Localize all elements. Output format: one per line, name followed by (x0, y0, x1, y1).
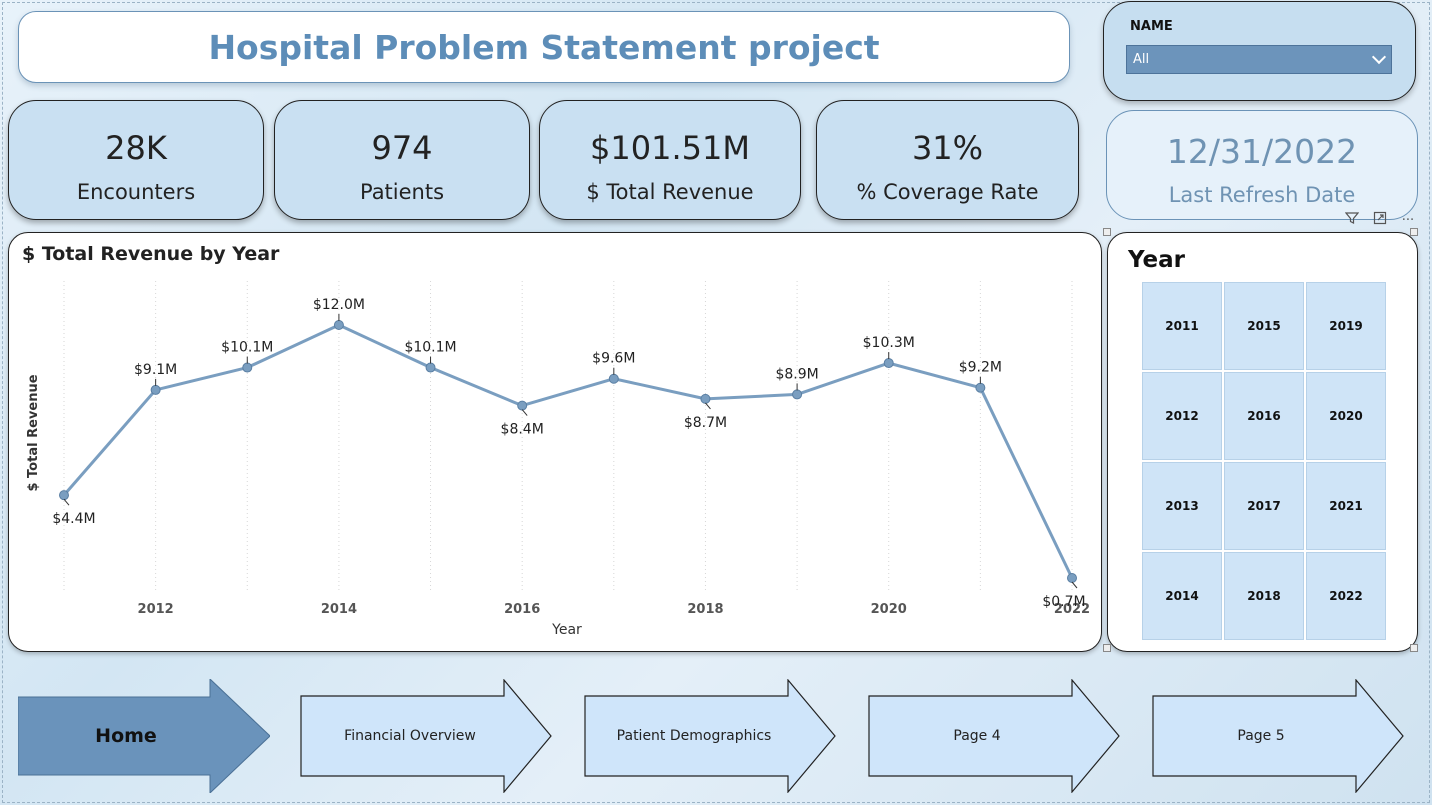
year-tile-2013[interactable]: 2013 (1142, 462, 1222, 550)
kpi-label: % Coverage Rate (856, 180, 1039, 204)
year-tile-2022[interactable]: 2022 (1306, 552, 1386, 640)
chevron-down-icon (1373, 54, 1385, 66)
nav-label: Page 5 (1237, 728, 1285, 744)
data-point-2022 (1067, 573, 1077, 583)
x-tick-label: 2016 (504, 602, 540, 617)
data-label-2021: $9.2M (959, 360, 1002, 376)
kpi-encounters: 28K Encounters (8, 100, 264, 220)
kpi-coverage-rate: 31% % Coverage Rate (816, 100, 1079, 220)
year-tile-2016[interactable]: 2016 (1224, 372, 1304, 460)
nav-label: Patient Demographics (616, 728, 772, 744)
data-label-leader (521, 409, 528, 416)
resize-handle[interactable] (1103, 644, 1111, 652)
data-point-2017 (608, 373, 619, 384)
nav-page-5-button[interactable]: Page 5 (1152, 679, 1404, 793)
data-label-2017: $9.6M (592, 351, 635, 367)
focus-mode-icon[interactable] (1370, 211, 1390, 229)
data-point-2014 (333, 320, 344, 330)
data-label-2011: $4.4M (52, 511, 95, 527)
nav-home-button[interactable]: Home (18, 679, 270, 793)
x-tick-label: 2018 (687, 602, 723, 617)
resize-handle[interactable] (1410, 644, 1418, 652)
year-tile-2014[interactable]: 2014 (1142, 552, 1222, 640)
name-dropdown[interactable]: All (1126, 45, 1392, 74)
x-tick-label: 2020 (871, 602, 907, 617)
nav-financial-overview-button[interactable]: Financial Overview (300, 679, 552, 793)
nav-page-4-button[interactable]: Page 4 (868, 679, 1120, 793)
year-tile-2015[interactable]: 2015 (1224, 282, 1304, 370)
nav-label: Financial Overview (344, 728, 476, 744)
data-point-2012 (150, 384, 161, 395)
data-point-2019 (792, 389, 803, 400)
name-slicer: NAME All (1103, 1, 1416, 101)
data-point-2016 (517, 400, 528, 411)
chart-title: $ Total Revenue by Year (22, 243, 280, 265)
data-label-leader (63, 498, 70, 506)
data-label-leader (1071, 581, 1078, 589)
year-slicer-title: Year (1128, 247, 1186, 273)
refresh-label: Last Refresh Date (1168, 183, 1356, 207)
year-tile-2017[interactable]: 2017 (1224, 462, 1304, 550)
year-tile-2020[interactable]: 2020 (1306, 372, 1386, 460)
kpi-label: $ Total Revenue (586, 180, 754, 204)
kpi-value: 31% (911, 129, 984, 167)
resize-handle[interactable] (1103, 228, 1111, 236)
year-tile-2021[interactable]: 2021 (1306, 462, 1386, 550)
year-tile-2012[interactable]: 2012 (1142, 372, 1222, 460)
refresh-date: 12/31/2022 (1166, 132, 1358, 171)
nav-label: Page 4 (953, 728, 1001, 744)
year-tile-2019[interactable]: 2019 (1306, 282, 1386, 370)
data-label-2013: $10.1M (221, 340, 273, 356)
data-label-2016: $8.4M (501, 422, 544, 438)
nav-label: Home (95, 725, 157, 747)
kpi-label: Encounters (76, 180, 196, 204)
x-axis-title: Year (551, 622, 582, 638)
revenue-series-line (62, 323, 1074, 579)
kpi-value: 28K (105, 129, 167, 167)
data-point-2013 (242, 362, 253, 373)
x-tick-label: 2014 (321, 602, 357, 617)
resize-handle[interactable] (1410, 228, 1418, 236)
name-dropdown-value: All (1133, 52, 1150, 67)
data-point-2020 (883, 358, 894, 369)
x-tick-label: 2022 (1054, 602, 1090, 617)
x-tick-label: 2012 (138, 602, 174, 617)
year-slicer: Year 2011 2015 2019 2012 2016 2020 2013 2017 202… (1107, 232, 1418, 652)
data-label-2019: $8.9M (775, 366, 818, 382)
kpi-value: $101.51M (590, 129, 750, 167)
report-title: Hospital Problem Statement project (208, 27, 880, 67)
data-point-2011 (59, 490, 69, 501)
year-tile-2018[interactable]: 2018 (1224, 552, 1304, 640)
report-title-box: Hospital Problem Statement project (18, 11, 1070, 83)
data-point-2018 (700, 393, 711, 404)
revenue-by-year-chart: $ Total Revenue by Year $ Total Revenue Y… (8, 232, 1102, 652)
data-label-2015: $10.1M (404, 340, 456, 356)
y-axis-title: $ Total Revenue (26, 374, 41, 491)
data-label-leader (705, 402, 711, 410)
visual-header-toolbar: ··· (1340, 210, 1418, 230)
data-label-2018: $8.7M (684, 415, 727, 431)
name-slicer-label: NAME (1130, 19, 1173, 34)
kpi-patients: 974 Patients (274, 100, 530, 220)
data-point-2021 (975, 382, 986, 393)
more-options-icon[interactable]: ··· (1401, 212, 1415, 228)
kpi-value: 974 (371, 129, 433, 167)
filter-icon[interactable] (1342, 211, 1362, 229)
data-point-2015 (425, 362, 436, 373)
kpi-total-revenue: $101.51M $ Total Revenue (539, 100, 801, 220)
nav-patient-demographics-button[interactable]: Patient Demographics (584, 679, 836, 793)
data-label-2014: $12.0M (313, 297, 365, 313)
data-label-2022: $0.7M (1042, 594, 1085, 610)
line-chart-svg: $ Total Revenue Year 2012 2014 2016 2018 2020 2… (26, 281, 1090, 638)
kpi-label: Patients (359, 180, 445, 204)
data-label-2012: $9.1M (134, 362, 177, 378)
year-tile-grid: 2011 2015 2019 2012 2016 2020 2013 2017 2021 2014… (1142, 282, 1386, 640)
data-label-2020: $10.3M (863, 335, 915, 351)
year-tile-2011[interactable]: 2011 (1142, 282, 1222, 370)
last-refresh-card: 12/31/2022 Last Refresh Date (1106, 110, 1418, 220)
